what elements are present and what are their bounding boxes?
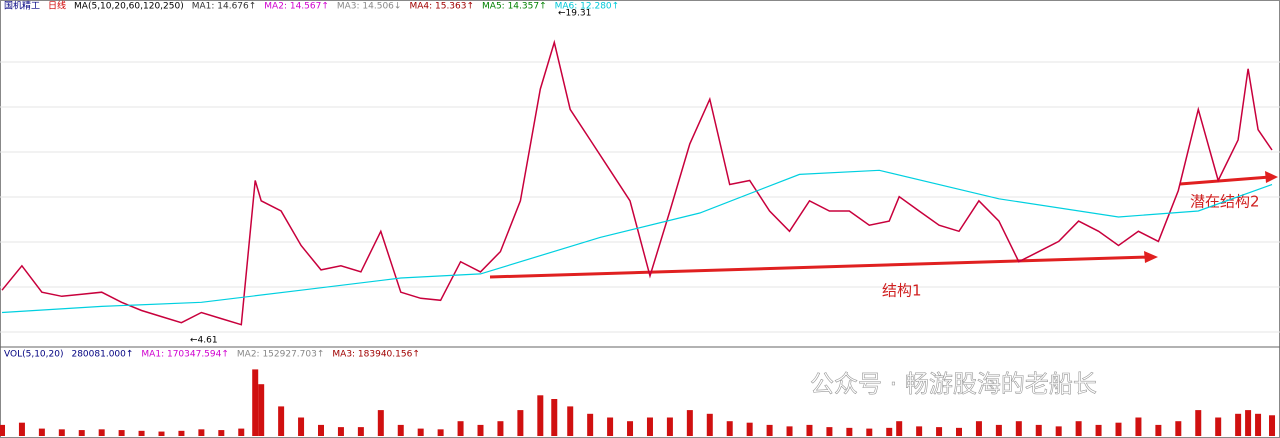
indicator-label: MA5: 14.357↑ (482, 2, 547, 12)
volume-bar (1245, 410, 1252, 436)
volume-bar (58, 429, 65, 436)
volume-bar (38, 428, 45, 436)
panel-title: 国机精工 (4, 0, 40, 12)
volume-bar (1075, 421, 1082, 436)
volume-bar (567, 406, 574, 436)
volume-bar (252, 369, 259, 436)
volume-bar (377, 410, 384, 436)
volume-bar (457, 421, 464, 436)
price-line (1, 39, 1273, 326)
volume-bar (1035, 424, 1042, 436)
volume-bar (318, 424, 324, 436)
volume-bar (218, 430, 225, 436)
volume-bar (975, 421, 982, 436)
volume-bar (18, 422, 25, 436)
volume-bar (936, 427, 943, 436)
volume-bar (238, 428, 245, 436)
volume-bar (1155, 424, 1162, 436)
volume-bar (766, 424, 773, 436)
trend-arrow (1179, 175, 1271, 186)
volume-bar (1015, 421, 1022, 436)
volume-bar (607, 417, 614, 436)
volume-bar (995, 424, 1002, 436)
low-label: ←4.61 (190, 336, 218, 346)
watermark: 公众号 · 畅游股海的老船长 (810, 370, 1097, 398)
volume-bar (78, 430, 85, 436)
annotation: 结构1 (882, 282, 922, 300)
volume-bar (198, 429, 205, 436)
volume-bar (1135, 417, 1142, 436)
volume-bar (337, 427, 344, 436)
volume-bar (1115, 422, 1122, 436)
volume-bar (537, 395, 544, 436)
volume-bar (1235, 413, 1242, 436)
indicator-label: MA3: 183940.156↑ (332, 350, 419, 360)
volume-bar (258, 384, 265, 436)
volume-bar (417, 428, 424, 436)
volume-bar (1055, 426, 1062, 436)
volume-bar (158, 431, 165, 436)
volume-bar (118, 430, 125, 436)
volume-bar (846, 427, 853, 436)
indicator-label: MA6: 12.280↑ (555, 2, 620, 12)
volume-bar (397, 424, 404, 436)
volume-bar (587, 413, 594, 436)
volume-bar (551, 399, 558, 436)
panel-title: VOL(5,10,20) (4, 350, 63, 360)
volume-bar (1215, 417, 1222, 436)
arrow-head (1265, 171, 1278, 183)
high-label: ←19.31 (558, 9, 591, 19)
volume-bar (916, 426, 923, 436)
volume-bar (666, 417, 673, 436)
volume-bar (278, 406, 285, 436)
indicator-label: 280081.000↑ (71, 350, 133, 360)
trend-arrow (489, 255, 1151, 279)
volume-bar (956, 427, 962, 436)
volume-bar (138, 430, 145, 436)
volume-bar (866, 428, 873, 436)
indicator-label: MA4: 15.363↑ (409, 2, 474, 12)
volume-bar (886, 427, 893, 436)
volume-bar (1195, 410, 1202, 436)
panel-subtitle: 日线 (48, 0, 66, 12)
volume-bar (1269, 415, 1276, 436)
volume-bar (706, 413, 713, 436)
volume-bar (1175, 421, 1182, 436)
price-line (1, 169, 1273, 314)
indicator-label: MA3: 14.506↓ (337, 2, 402, 12)
volume-bar (646, 417, 653, 436)
volume-bar (746, 422, 753, 436)
volume-bar (896, 421, 903, 436)
volume-bar (477, 424, 484, 436)
volume-bar (497, 421, 504, 436)
volume-bar (806, 424, 813, 436)
volume-bar (437, 429, 444, 436)
arrow-head (1144, 251, 1158, 263)
indicator-label: MA2: 152927.703↑ (237, 350, 324, 360)
volume-bar (686, 410, 693, 436)
indicator-label: MA(5,10,20,60,120,250) (74, 2, 184, 12)
grid (0, 61, 1280, 333)
volume-bar (178, 430, 185, 436)
volume-bar (1095, 424, 1102, 436)
volume-bar (357, 427, 364, 436)
volume-bar (726, 421, 733, 436)
volume-bar (0, 424, 5, 436)
volume-bar (1255, 413, 1262, 436)
volume-bar (627, 421, 634, 436)
volume-bar (826, 427, 833, 436)
volume-bar (786, 426, 793, 436)
indicator-label: MA2: 14.567↑ (264, 2, 329, 12)
indicator-label: MA1: 170347.594↑ (141, 350, 228, 360)
volume-bar (298, 417, 305, 436)
volume-bar (517, 410, 524, 436)
volume-bar (98, 429, 105, 436)
indicator-label: MA1: 14.676↑ (192, 2, 257, 12)
